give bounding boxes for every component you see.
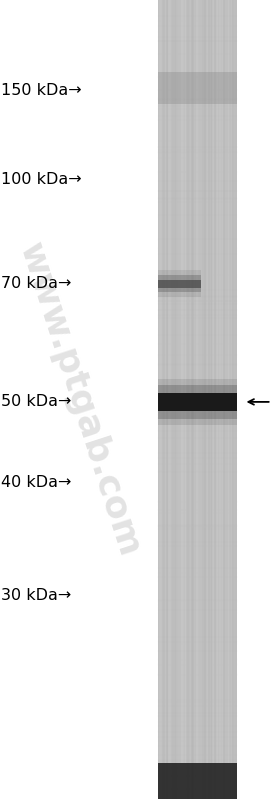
Text: 70 kDa→: 70 kDa→ (1, 276, 72, 291)
Bar (158, 270, 201, 297)
Bar (158, 393, 237, 411)
Bar (158, 280, 201, 288)
Text: 40 kDa→: 40 kDa→ (1, 475, 72, 490)
Bar (158, 385, 237, 419)
Text: www.ptgab.com: www.ptgab.com (13, 238, 147, 561)
Bar (158, 763, 237, 799)
Bar (158, 72, 237, 104)
Text: 50 kDa→: 50 kDa→ (1, 395, 72, 409)
Text: 150 kDa→: 150 kDa→ (1, 83, 82, 97)
Bar (158, 0, 237, 799)
Bar (158, 379, 237, 425)
Text: 100 kDa→: 100 kDa→ (1, 173, 82, 187)
Text: 30 kDa→: 30 kDa→ (1, 588, 72, 602)
Bar (158, 275, 201, 292)
